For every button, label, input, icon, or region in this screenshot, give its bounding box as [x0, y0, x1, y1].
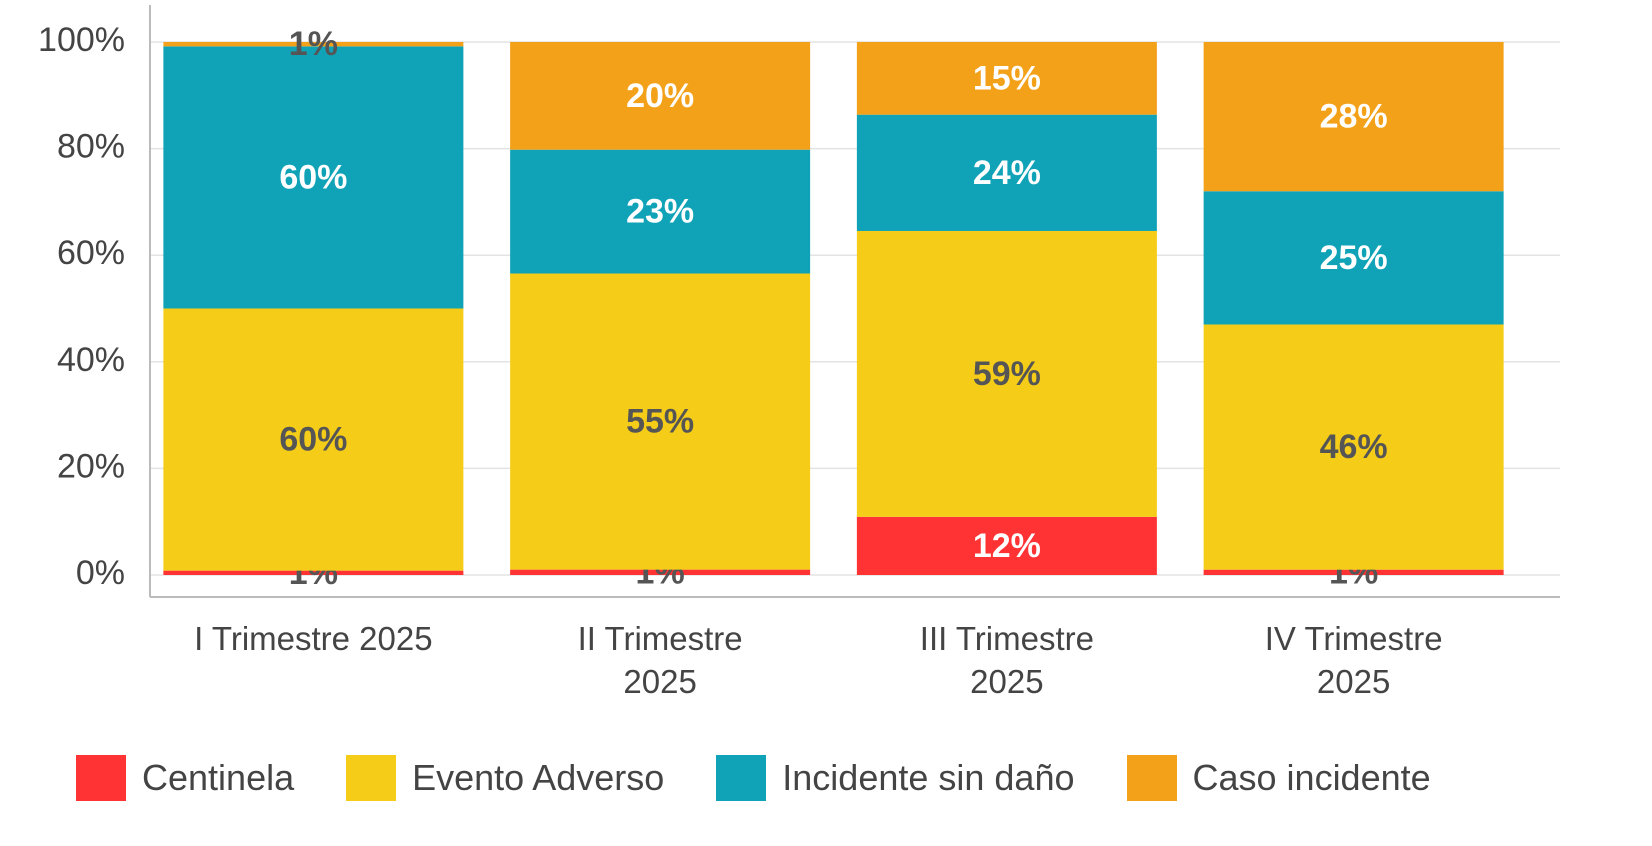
data-label: 59% [973, 355, 1041, 393]
data-label: 23% [626, 193, 694, 231]
legend-swatch [716, 755, 767, 801]
y-tick-label: 100% [38, 21, 125, 59]
legend-item: Caso incidente [1126, 755, 1431, 801]
bar-segment [510, 569, 811, 575]
y-tick-label: 20% [57, 447, 125, 485]
legend-swatch [346, 755, 397, 801]
y-tick-label: 80% [57, 128, 125, 166]
bar-segment [163, 42, 464, 47]
bar-segment [510, 42, 811, 150]
legend-label: Centinela [142, 757, 295, 798]
legend-item: Centinela [76, 755, 294, 801]
bar-segment [1203, 191, 1504, 325]
bar-segment [856, 114, 1157, 231]
data-label: 60% [279, 158, 347, 196]
y-tick-label: 60% [57, 234, 125, 272]
bar-segment [163, 308, 464, 571]
data-label: 12% [973, 527, 1041, 565]
bar-segment [856, 230, 1157, 517]
data-label: 28% [1320, 98, 1388, 136]
legend: Centinela Evento Adverso Incidente sin dañ… [76, 755, 1483, 801]
data-label: 1% [289, 25, 338, 63]
legend-item: Incidente sin daño [716, 755, 1075, 801]
bar-segment [856, 42, 1157, 115]
data-label: 46% [1320, 428, 1388, 466]
bar-segment [1203, 569, 1504, 575]
data-label: 15% [973, 59, 1041, 97]
bar-segment [163, 570, 464, 575]
y-tick-label: 0% [76, 554, 125, 592]
bar-segment [856, 516, 1157, 575]
data-label: 25% [1320, 239, 1388, 277]
bar-segment [1203, 324, 1504, 570]
data-label: 60% [279, 421, 347, 459]
bar-segment [510, 149, 811, 274]
x-tick-label: III Trimestre 2025 [919, 620, 1094, 700]
x-tick-label: I Trimestre 2025 [194, 620, 433, 657]
legend-label: Evento Adverso [412, 757, 665, 798]
y-tick-label: 40% [57, 341, 125, 379]
x-tick-label: II Trimestre 2025 [577, 620, 743, 700]
data-label: 24% [973, 154, 1041, 192]
data-label: 20% [626, 77, 694, 115]
data-label: 55% [626, 403, 694, 441]
bar-segment [1203, 42, 1504, 192]
x-tick-label: IV Trimestre 2025 [1264, 620, 1443, 700]
legend-label: Caso incidente [1192, 757, 1431, 798]
legend-swatch [1126, 755, 1177, 801]
bar-segment [510, 273, 811, 570]
legend-label: Incidente sin daño [782, 757, 1075, 798]
legend-item: Evento Adverso [346, 755, 664, 801]
bar-segment [163, 46, 464, 309]
legend-swatch [76, 755, 126, 801]
